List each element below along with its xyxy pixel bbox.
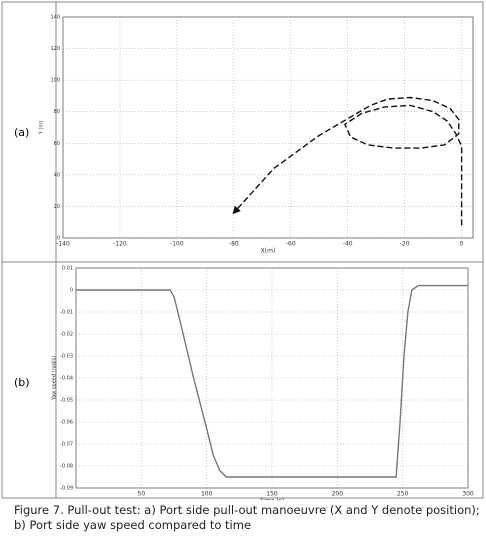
panel-label: (a) — [14, 126, 29, 139]
y-tick-label: -0.06 — [60, 420, 73, 426]
x-tick-label: 50 — [138, 491, 146, 498]
y-tick-label: -0.04 — [60, 376, 73, 382]
x-tick-label: -20 — [400, 241, 410, 248]
y-axis-label: Y (m) — [39, 121, 45, 135]
data-line — [76, 284, 468, 478]
x-tick-label: -140 — [56, 241, 70, 248]
x-tick-label: 300 — [462, 491, 474, 498]
plot-area — [62, 16, 474, 239]
y-tick-label: 100 — [50, 78, 60, 84]
panel-label: (b) — [14, 376, 30, 389]
figure: (a) (b) -140 -120 -100 -80 -60 -40 -20 0 0 20 40 60… — [1, 1, 484, 501]
y-tick-label: -0.03 — [60, 354, 73, 360]
y-tick-label: -0.02 — [60, 332, 73, 338]
x-tick-label: -120 — [113, 241, 127, 248]
x-tick-label: -100 — [170, 241, 184, 248]
y-tick-label: -0.07 — [60, 442, 73, 448]
y-axis-label: Yaw speed (rad/s) — [52, 356, 58, 401]
x-tick-label: 250 — [397, 491, 409, 498]
y-tick-label: 20 — [54, 204, 60, 210]
y-tick-label: 140 — [50, 15, 60, 21]
y-tick-label: 40 — [54, 172, 60, 178]
x-tick-label: -40 — [343, 241, 353, 248]
y-tick-label: 80 — [54, 109, 60, 115]
x-axis-label: X(m) — [261, 248, 276, 255]
y-tick-label: 0 — [70, 288, 73, 294]
frame — [1, 1, 484, 499]
y-tick-label: 60 — [54, 141, 60, 147]
y-tick-label: -0.09 — [60, 486, 73, 492]
y-tick-label: -0.08 — [60, 464, 73, 470]
y-tick-label: -0.01 — [60, 310, 73, 316]
x-tick-label: -60 — [286, 241, 296, 248]
y-tick-label: 0 — [57, 236, 60, 242]
x-tick-label: 150 — [266, 491, 278, 498]
x-tick-label: -80 — [229, 241, 239, 248]
x-axis-label: Time (s) — [259, 498, 284, 501]
y-tick-label: -0.05 — [60, 398, 73, 404]
x-tick-label: 0 — [460, 241, 464, 248]
y-tick-label: 0.01 — [62, 266, 73, 272]
caption: Figure 7. Pull-out test: a) Port side pu… — [14, 503, 480, 532]
x-tick-label: 200 — [332, 491, 344, 498]
y-tick-label: 120 — [50, 46, 60, 52]
x-tick-label: 100 — [201, 491, 213, 498]
data-line — [232, 96, 463, 226]
